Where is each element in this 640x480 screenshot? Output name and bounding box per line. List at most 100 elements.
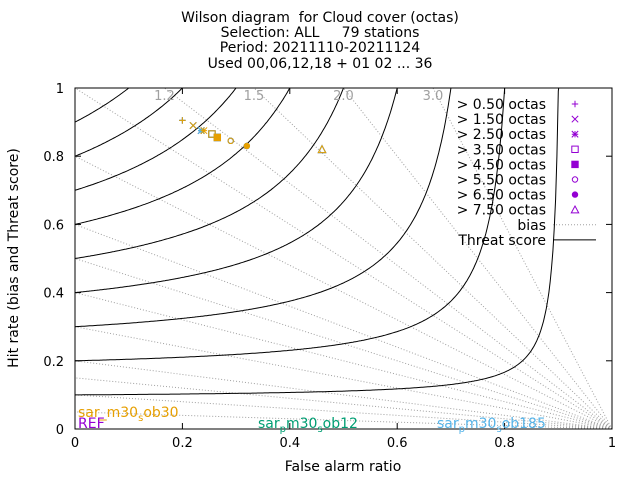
- threat-curve-0.5: [75, 88, 345, 259]
- x-axis-label: False alarm ratio: [285, 459, 402, 475]
- model-label-REF: REF: [78, 416, 105, 432]
- bias-line-1: [75, 88, 612, 429]
- x-tick-label: 0.4: [279, 436, 300, 451]
- title-line-3: Period: 20211110-20211124: [219, 40, 421, 56]
- legend-label-4: > 4.50 octas: [457, 157, 546, 173]
- label-part: m30: [286, 416, 317, 432]
- threat-curve-0.6: [75, 88, 291, 225]
- label-sub: s: [138, 413, 143, 424]
- legend-label-bias: bias: [517, 218, 546, 234]
- y-tick-label: 0.2: [43, 355, 64, 370]
- bias-label-1: 1.5: [244, 89, 265, 104]
- bias-line-0.2: [75, 360, 612, 429]
- threat-curve-0.4: [75, 88, 398, 294]
- y-tick-label: 0.4: [43, 287, 64, 302]
- title-line-4: Used 00,06,12,18 + 01 02 ... 36: [207, 56, 433, 72]
- model-label-sar_m30_sob30: sar_m30sob30: [78, 405, 179, 424]
- threat-curve-0.2: [75, 88, 506, 362]
- bias-line-0.3: [75, 326, 612, 429]
- bias-label-2: 2.0: [333, 89, 354, 104]
- point-sar_m30_sob30-7: [317, 144, 327, 154]
- marker-cross: [189, 121, 197, 130]
- point-sar_m30_sob30-5: [227, 137, 234, 145]
- threat-curve-0.8: [75, 88, 184, 157]
- label-part: sar: [258, 416, 280, 432]
- x-tick-label: 0.6: [387, 436, 408, 451]
- legend-label-7: > 7.50 octas: [457, 203, 546, 219]
- marker-cross: [571, 115, 579, 123]
- bias-line-0.5: [75, 258, 612, 429]
- marker-circle-open: [227, 137, 234, 145]
- label-part: ob185: [502, 416, 546, 432]
- marker-circle-open: [571, 176, 579, 183]
- bias-line-3: [432, 88, 612, 429]
- label-part: sar_m30: [78, 405, 138, 421]
- threat-curve-0.9: [75, 88, 130, 123]
- marker-circle-filled: [243, 142, 251, 150]
- legend-marker-3: [571, 145, 579, 154]
- marker-square-filled: [213, 133, 222, 142]
- y-tick-label: 0: [56, 423, 64, 438]
- y-tick-label: 1: [56, 82, 64, 97]
- threat-curve-0.3: [75, 88, 452, 328]
- legend: > 0.50 octas> 1.50 octas> 2.50 octas> 3.…: [457, 97, 596, 249]
- marker-triangle-open: [317, 144, 327, 154]
- point-sar_m30_sob30-2: [200, 127, 208, 135]
- legend-marker-6: [571, 191, 579, 198]
- title-line-2: Selection: ALL 79 stations: [220, 25, 420, 41]
- legend-label-0: > 0.50 octas: [457, 97, 546, 113]
- y-axis-label: Hit rate (bias and Threat score): [6, 148, 22, 368]
- threat-curve-0.7: [75, 88, 237, 191]
- y-tick-label: 0.6: [43, 218, 64, 233]
- label-sub: s: [317, 424, 322, 435]
- legend-label-1: > 1.50 octas: [457, 112, 546, 128]
- bias-line-1.2: [164, 88, 612, 429]
- marker-triangle-open: [570, 204, 580, 214]
- marker-square-filled: [571, 160, 579, 169]
- marker-circle-filled: [571, 191, 579, 198]
- legend-label-threat: Threat score: [457, 233, 546, 249]
- label-sub: p: [280, 424, 286, 435]
- marker-star: [200, 127, 208, 135]
- point-sar_m30_sob30-4: [213, 133, 222, 142]
- legend-label-5: > 5.50 octas: [457, 173, 546, 189]
- threat-curve-0.1: [75, 88, 560, 396]
- legend-marker-2: [571, 130, 579, 138]
- label-part: m30: [465, 416, 496, 432]
- label-part: sar: [437, 416, 459, 432]
- legend-marker-5: [571, 176, 579, 183]
- x-tick-label: 0.2: [172, 436, 193, 451]
- point-sar_m30_sob30-6: [243, 142, 251, 150]
- point-sar_m30_sob30-1: [189, 121, 197, 130]
- plot-frame: [74, 87, 613, 430]
- threat-score-curves: [75, 88, 560, 396]
- marker-plus: [571, 100, 579, 108]
- x-tick-label: 0.8: [494, 436, 515, 451]
- axis-ticks: 00 0.2 0.2 0.4 0.4 0.6 0.6 0.8 0.8 1 1: [43, 82, 616, 451]
- label-sub: p: [459, 424, 465, 435]
- label-part: ob30: [143, 405, 178, 421]
- title-line-1: Wilson diagram for Cloud cover (octas): [181, 10, 459, 26]
- legend-marker-4: [571, 160, 579, 169]
- legend-label-3: > 3.50 octas: [457, 142, 546, 158]
- label-part: ob12: [323, 416, 358, 432]
- legend-marker-7: [570, 204, 580, 214]
- model-label-sar_pm30_sob12: sarpm30sob12: [258, 416, 358, 435]
- legend-marker-1: [571, 115, 579, 123]
- x-tick-label: 1: [608, 436, 616, 451]
- legend-label-2: > 2.50 octas: [457, 127, 546, 143]
- bias-lines: [75, 88, 612, 429]
- bias-line-0.8: [75, 155, 612, 429]
- bias-line-2: [343, 88, 612, 429]
- label-sub: s: [496, 424, 501, 435]
- y-tick-label: 0.8: [43, 150, 64, 165]
- point-sar_m30_sob30-0: [179, 117, 186, 124]
- model-label-sar_pm30_sob185: sarpm30sob185: [437, 416, 546, 435]
- marker-square-open: [571, 145, 579, 154]
- legend-label-6: > 6.50 octas: [457, 188, 546, 204]
- bias-label-0: 1.2: [154, 89, 175, 104]
- bias-line-0.05: [75, 411, 612, 429]
- x-tick-label: 0: [71, 436, 79, 451]
